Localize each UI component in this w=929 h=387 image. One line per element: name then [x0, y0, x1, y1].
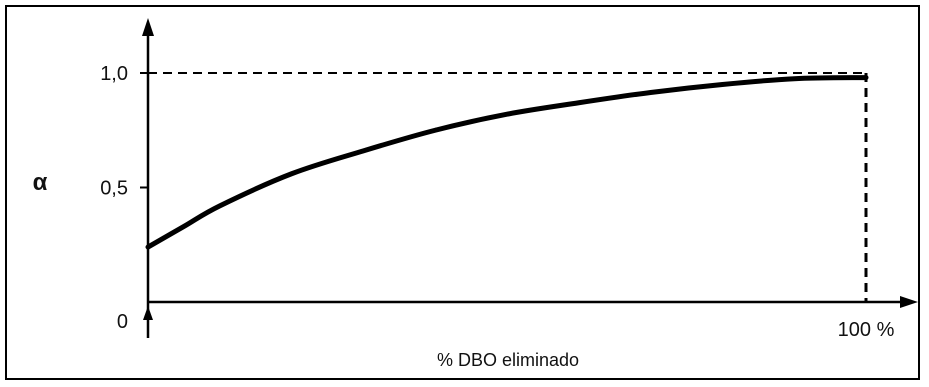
y-axis-label: α [33, 169, 48, 196]
y-tick-label: 1,0 [100, 63, 128, 85]
y-axis-arrow-icon [142, 18, 154, 36]
series-line [145, 75, 869, 250]
x-axis-label: % DBO eliminado [437, 350, 579, 370]
y-tick-label: 0,5 [100, 178, 128, 200]
origin-arrow-icon [143, 306, 153, 320]
x-tick-label: 100 % [838, 319, 895, 341]
figure-frame [5, 5, 920, 380]
x-axis-arrow-icon [900, 296, 918, 308]
y-tick-label: 0 [117, 311, 128, 333]
